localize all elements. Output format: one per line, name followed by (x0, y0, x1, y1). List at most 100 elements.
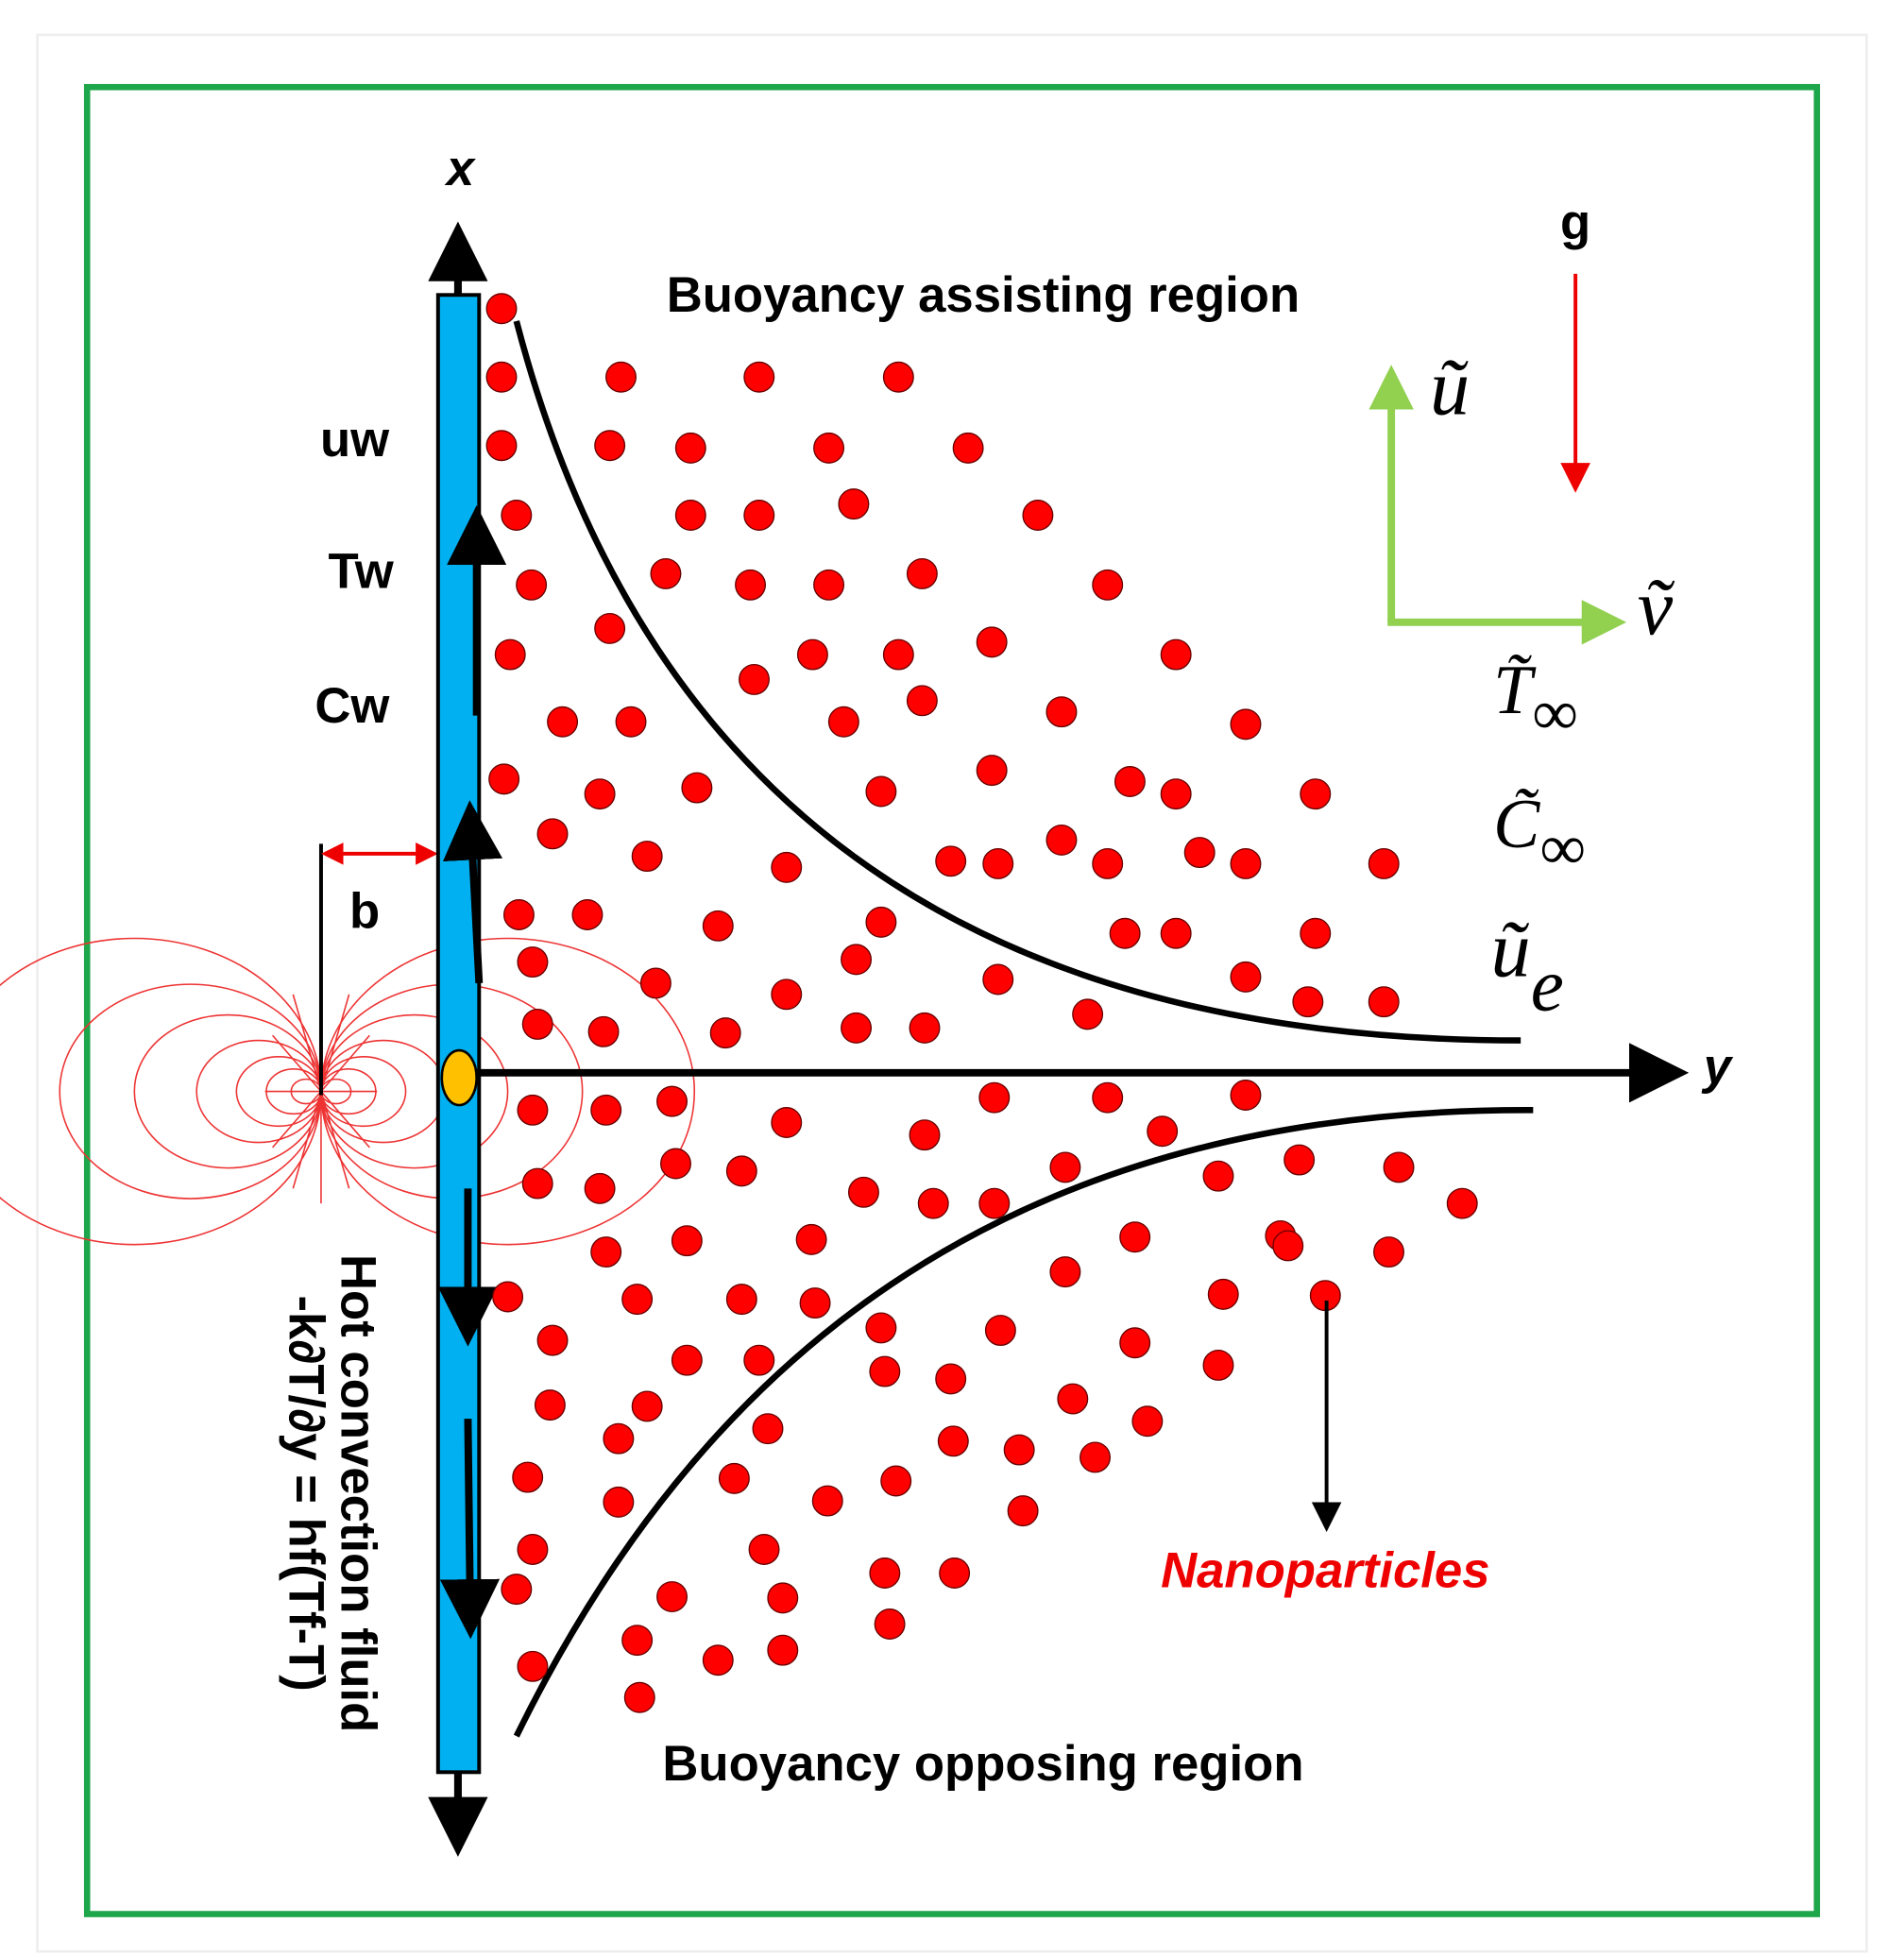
nanoparticle (813, 432, 845, 464)
nanoparticle (1272, 1230, 1304, 1262)
nanoparticle (1092, 847, 1124, 879)
nanoparticle (1046, 824, 1078, 856)
boundary-layer (513, 1107, 1534, 1738)
nanoparticle (517, 1650, 549, 1682)
nanoparticle (1046, 696, 1078, 728)
nanoparticle (1373, 1236, 1404, 1268)
nanoparticle (799, 1287, 831, 1319)
nanoparticle (621, 1625, 654, 1657)
nanoparticle (536, 818, 569, 850)
flow-arrow (442, 800, 503, 984)
nanoparticle (1300, 917, 1332, 949)
frame (83, 83, 1821, 1917)
field-line (320, 994, 350, 1092)
nanoparticle (882, 361, 914, 393)
nanoparticle (982, 963, 1014, 996)
nanoparticle (501, 500, 533, 531)
nanoparticle (767, 1582, 799, 1614)
nanoparticle (1230, 847, 1262, 879)
nanoparticle (709, 1017, 741, 1049)
boundary-layer (513, 320, 1522, 1044)
nanoparticle (517, 946, 549, 978)
nanoparticle (1160, 638, 1192, 671)
region-label: Buoyancy assisting region (667, 267, 1300, 323)
field-line (292, 1091, 322, 1189)
nanoparticle (615, 706, 647, 738)
nanoparticle (650, 557, 682, 589)
region-label: Buoyancy opposing region (662, 1736, 1303, 1792)
nanoparticle (771, 1107, 803, 1138)
gravity-label: g (1560, 196, 1590, 251)
nanoparticle (485, 293, 518, 325)
nanoparticle (681, 772, 713, 804)
nanoparticle (937, 1425, 969, 1457)
nanoparticle (1022, 500, 1054, 531)
nanoparticle (671, 1225, 703, 1257)
nanoparticle (603, 1486, 635, 1518)
nanoparticle (1109, 917, 1141, 949)
subscript: ∞ (1539, 811, 1586, 883)
nanoparticle (1368, 847, 1400, 879)
nanoparticle (748, 1534, 780, 1565)
nanoparticle (1183, 837, 1216, 869)
nanoparticle (621, 1284, 654, 1316)
nanoparticle (1202, 1349, 1234, 1381)
nanoparticle (517, 1094, 549, 1126)
field-line (292, 994, 322, 1092)
nanoparticle (660, 1148, 691, 1180)
nanoparticle (909, 1012, 941, 1044)
nanoparticle (1230, 708, 1262, 740)
nanoparticle (534, 1389, 566, 1421)
field-line (320, 1034, 370, 1093)
nanoparticle (796, 638, 828, 671)
nanoparticle (656, 1581, 688, 1613)
nanoparticle (838, 488, 870, 520)
nanoparticle (725, 1155, 757, 1187)
nanoparticle (584, 1172, 616, 1204)
nanoparticle (502, 899, 535, 930)
nanoparticle (1446, 1187, 1478, 1219)
nanoparticle (492, 1281, 524, 1313)
particles-label: Nanoparticles (1161, 1543, 1489, 1599)
nanoparticle (935, 1363, 967, 1395)
x-axis-label: x (444, 141, 477, 196)
nanoparticle (1202, 1160, 1234, 1192)
outer-border (36, 33, 1868, 1953)
nanoparticle (1230, 1080, 1262, 1111)
nanoparticle (1284, 1144, 1316, 1176)
nanoparticle (1003, 1434, 1035, 1466)
nanoparticle (735, 569, 767, 601)
nanoparticle (702, 1644, 734, 1676)
nanoparticle (674, 500, 706, 531)
nanoparticle (865, 1312, 897, 1344)
nanoparticle (590, 1236, 622, 1268)
nanoparticle (739, 663, 770, 695)
stagnation-point (440, 1048, 478, 1107)
boundary-condition: -k∂T/∂y = hf(Tf-T) (278, 1295, 333, 1691)
nanoparticle (906, 685, 938, 717)
nanoparticle (656, 1085, 688, 1117)
nanoparticle (813, 569, 845, 601)
wall-label: uw (320, 412, 390, 468)
nanoparticle (517, 1534, 549, 1565)
nanoparticle (767, 1634, 799, 1666)
field-line (272, 1091, 322, 1149)
nanoparticle (1092, 569, 1124, 601)
subscript: e (1531, 945, 1564, 1028)
nanoparticle (1049, 1256, 1081, 1288)
nanoparticle (841, 1012, 873, 1044)
nanoparticle (631, 841, 663, 873)
nanoparticle (743, 361, 775, 393)
nanoparticle (702, 910, 734, 942)
nanoparticle (594, 612, 626, 644)
particles (485, 293, 1478, 1713)
nanoparticle (631, 1390, 663, 1422)
nanoparticle (795, 1223, 827, 1255)
free-stream-label: T̃∞ (1493, 651, 1578, 748)
nanoparticle (485, 430, 518, 462)
nanoparticle (718, 1462, 750, 1494)
nanoparticle (771, 978, 803, 1011)
nanoparticle (917, 1187, 949, 1219)
nanoparticle (488, 763, 520, 795)
nanoparticle (1368, 986, 1400, 1018)
